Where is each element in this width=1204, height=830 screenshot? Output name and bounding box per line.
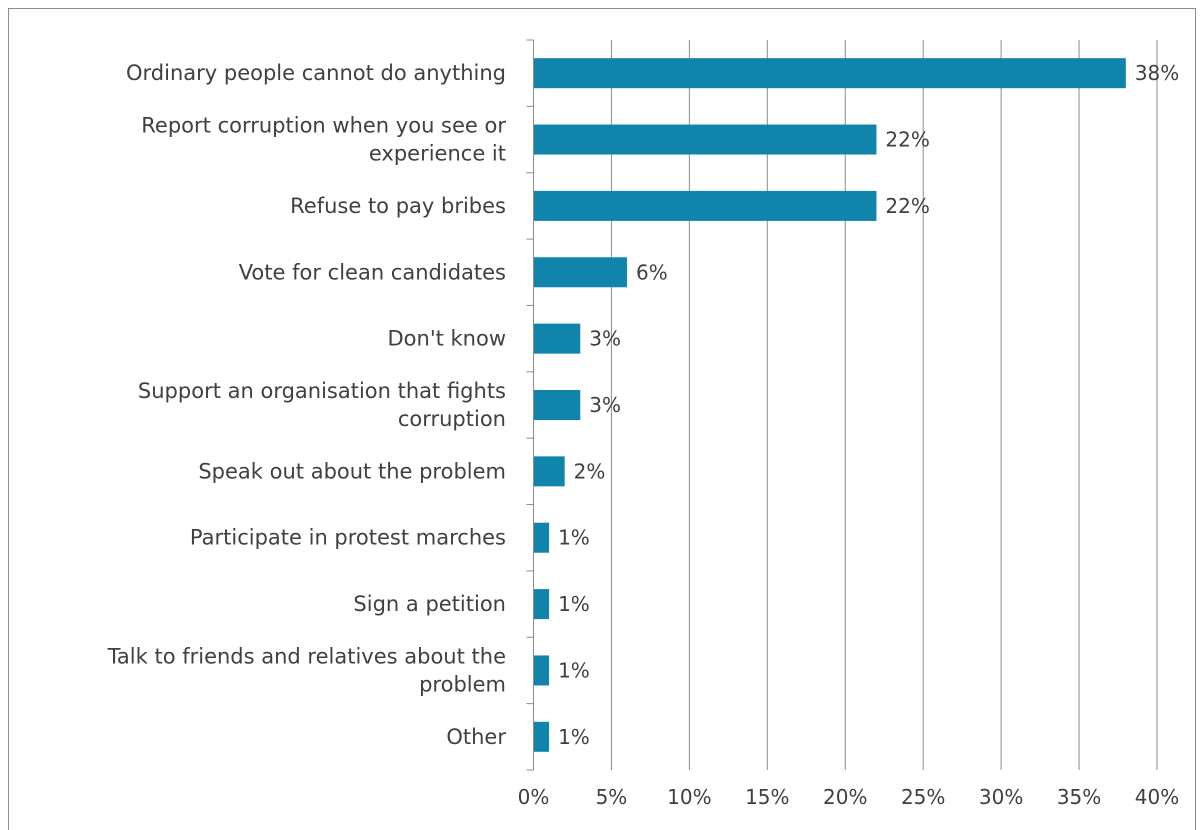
category-label: Don't know xyxy=(387,327,506,351)
bar xyxy=(533,589,550,620)
gridlines xyxy=(610,40,1158,770)
category-label: Talk to friends and relatives about the xyxy=(107,644,506,668)
value-labels: 38% 22% 22% 6% 3% 3% 2% 1% 1% 1% 1% xyxy=(558,61,1179,749)
x-tick-label: 35% xyxy=(1057,785,1101,809)
category-label: experience it xyxy=(369,142,506,166)
category-label: Other xyxy=(446,725,506,749)
category-label: problem xyxy=(419,672,506,696)
category-label: Sign a petition xyxy=(353,592,506,616)
value-label: 2% xyxy=(574,459,606,483)
value-label: 3% xyxy=(589,393,621,417)
bar xyxy=(533,390,581,420)
bar xyxy=(533,190,877,221)
bar xyxy=(533,124,877,155)
bar xyxy=(533,522,550,553)
value-label: 3% xyxy=(589,327,621,351)
value-label: 1% xyxy=(558,725,590,749)
value-label: 1% xyxy=(558,658,590,682)
y-axis xyxy=(526,39,534,771)
x-tick-label: 25% xyxy=(901,785,945,809)
x-tick-label: 40% xyxy=(1135,785,1179,809)
category-label: Refuse to pay bribes xyxy=(290,194,506,218)
bar xyxy=(533,58,1126,89)
category-label: Support an organisation that fights xyxy=(138,379,506,403)
x-tick-label: 15% xyxy=(745,785,789,809)
value-label: 22% xyxy=(885,128,929,152)
bar xyxy=(533,721,550,752)
category-label: Report corruption when you see or xyxy=(141,114,506,138)
value-label: 38% xyxy=(1135,61,1179,85)
category-labels: Ordinary people cannot do anything Report… xyxy=(107,61,507,749)
x-tick-label: 20% xyxy=(823,785,867,809)
bar xyxy=(533,655,550,686)
category-label: Speak out about the problem xyxy=(198,459,506,483)
value-label: 1% xyxy=(558,592,590,616)
value-label: 6% xyxy=(636,260,668,284)
category-label: corruption xyxy=(398,407,506,431)
chart-frame xyxy=(8,8,1196,830)
x-tick-label: 5% xyxy=(596,785,628,809)
bars xyxy=(533,58,1126,752)
value-label: 22% xyxy=(885,194,929,218)
x-tick-label: 10% xyxy=(667,785,711,809)
bar xyxy=(533,456,565,487)
category-label: Participate in protest marches xyxy=(190,526,506,550)
x-tick-label: 0% xyxy=(518,785,550,809)
x-tick-labels: 0% 5% 10% 15% 20% 25% 30% 35% 40% xyxy=(518,785,1180,809)
bar xyxy=(533,257,628,288)
category-label: Ordinary people cannot do anything xyxy=(126,61,506,85)
category-label: Vote for clean candidates xyxy=(239,260,506,284)
x-tick-label: 30% xyxy=(979,785,1023,809)
value-label: 1% xyxy=(558,526,590,550)
bar xyxy=(533,323,581,354)
